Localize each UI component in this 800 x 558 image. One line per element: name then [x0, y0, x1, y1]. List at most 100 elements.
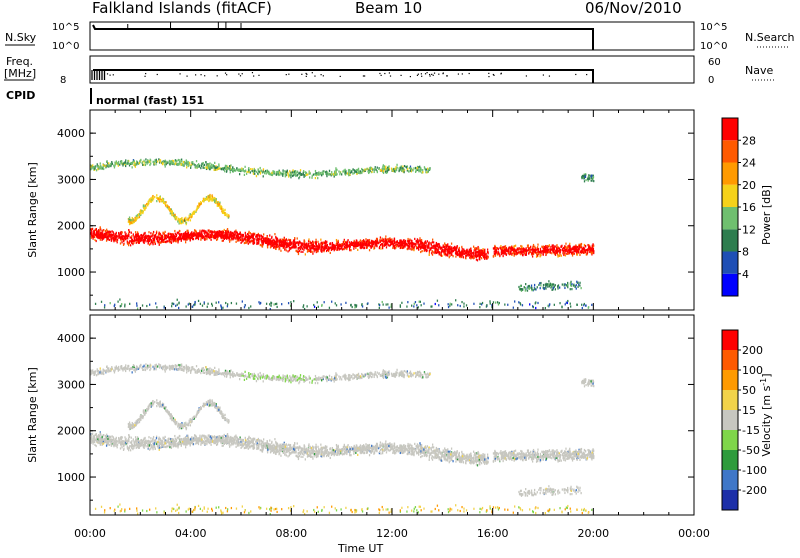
power-cell — [279, 239, 280, 241]
power-cell — [104, 306, 105, 308]
power-cell — [224, 209, 225, 211]
power-cell — [98, 166, 99, 168]
power-cell — [125, 161, 126, 163]
power-cell — [409, 248, 410, 250]
power-cell — [462, 252, 463, 254]
power-cell — [396, 245, 397, 247]
nave-dot — [526, 75, 527, 76]
power-cell — [512, 252, 513, 254]
power-cell — [148, 239, 149, 241]
power-cell — [182, 234, 183, 236]
power-cell — [204, 164, 205, 166]
power-cell — [177, 220, 178, 222]
power-cell — [590, 175, 591, 177]
power-cell — [175, 233, 176, 235]
power-cell — [360, 246, 361, 248]
power-cell — [412, 169, 413, 171]
power-cell — [473, 303, 474, 305]
power-cell — [216, 166, 217, 168]
power-cell — [463, 303, 464, 305]
nave-dot — [238, 73, 239, 74]
power-cell — [248, 238, 249, 240]
power-cell — [347, 172, 348, 174]
nave-dot — [462, 73, 463, 74]
power-cell — [470, 248, 471, 250]
power-cell — [367, 240, 368, 242]
power-cell — [569, 245, 570, 247]
power-cell — [550, 286, 551, 288]
power-cell — [360, 243, 361, 245]
power-cell — [540, 251, 541, 253]
power-cell — [261, 235, 262, 237]
power-cell — [122, 238, 123, 240]
power-cell — [114, 166, 115, 168]
power-cell — [531, 288, 532, 290]
power-cell — [194, 164, 195, 166]
power-cell — [227, 228, 228, 230]
power-cell — [213, 165, 214, 167]
power-cell — [433, 241, 434, 243]
power-cell — [256, 243, 257, 245]
power-cell — [388, 169, 389, 171]
power-cell — [237, 169, 238, 171]
power-cell — [325, 242, 326, 244]
power-cell — [283, 173, 284, 175]
power-cell — [217, 205, 218, 207]
power-cell — [124, 235, 125, 237]
power-cell — [321, 242, 322, 244]
power-cell — [420, 243, 421, 245]
power-cell — [386, 303, 387, 305]
power-cell — [209, 167, 210, 169]
power-cell — [149, 304, 150, 306]
power-cell — [524, 252, 525, 254]
power-cell — [181, 163, 182, 165]
power-cell — [306, 174, 307, 176]
power-cell — [275, 236, 276, 238]
power-cell — [311, 177, 312, 179]
power-cell — [132, 166, 133, 168]
power-cell — [218, 301, 219, 303]
power-cell — [377, 171, 378, 173]
power-cell — [452, 255, 453, 257]
power-cell — [507, 304, 508, 306]
power-cell — [241, 234, 242, 236]
power-cell — [360, 239, 361, 241]
power-cell — [107, 236, 108, 238]
power-cell — [200, 167, 201, 169]
power-cell — [129, 223, 130, 225]
power-cell — [117, 241, 118, 243]
nsky-spikes — [128, 22, 241, 29]
power-cell — [97, 168, 98, 170]
power-cell — [429, 254, 430, 256]
power-cell — [171, 305, 172, 307]
power-cell — [163, 241, 164, 243]
power-cell — [99, 235, 100, 237]
power-cell — [580, 287, 581, 289]
power-cell — [525, 289, 526, 291]
power-cell — [431, 244, 432, 246]
power-cell — [177, 163, 178, 165]
power-cell — [154, 235, 155, 237]
power-cell — [447, 253, 448, 255]
power-cell — [444, 246, 445, 248]
power-cell — [154, 241, 155, 243]
power-cell — [174, 230, 175, 232]
power-cell — [300, 169, 301, 171]
power-cell — [224, 232, 225, 234]
power-cell — [131, 222, 132, 224]
power-cell — [239, 237, 240, 239]
power-cell — [561, 255, 562, 257]
power-cell — [514, 245, 515, 247]
power-cell — [284, 170, 285, 172]
power-cell — [173, 240, 174, 242]
power-cell — [570, 281, 571, 283]
power-cell — [396, 241, 397, 243]
power-cell — [146, 305, 147, 307]
power-cell — [336, 173, 337, 175]
power-cell — [260, 244, 261, 246]
power-cell — [563, 250, 564, 252]
power-cell — [260, 167, 261, 169]
power-cell — [166, 237, 167, 239]
power-cell — [498, 303, 499, 305]
